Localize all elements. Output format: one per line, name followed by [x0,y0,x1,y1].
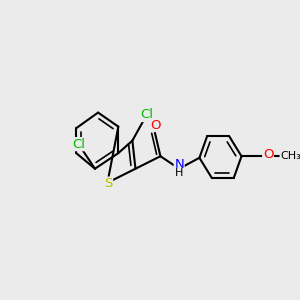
Text: N: N [174,158,184,170]
Text: S: S [104,177,112,190]
Text: O: O [263,148,273,161]
Text: Cl: Cl [72,138,85,151]
Text: H: H [175,168,183,178]
Text: CH₃: CH₃ [280,151,300,161]
Text: Cl: Cl [140,108,154,122]
Text: O: O [150,118,160,132]
